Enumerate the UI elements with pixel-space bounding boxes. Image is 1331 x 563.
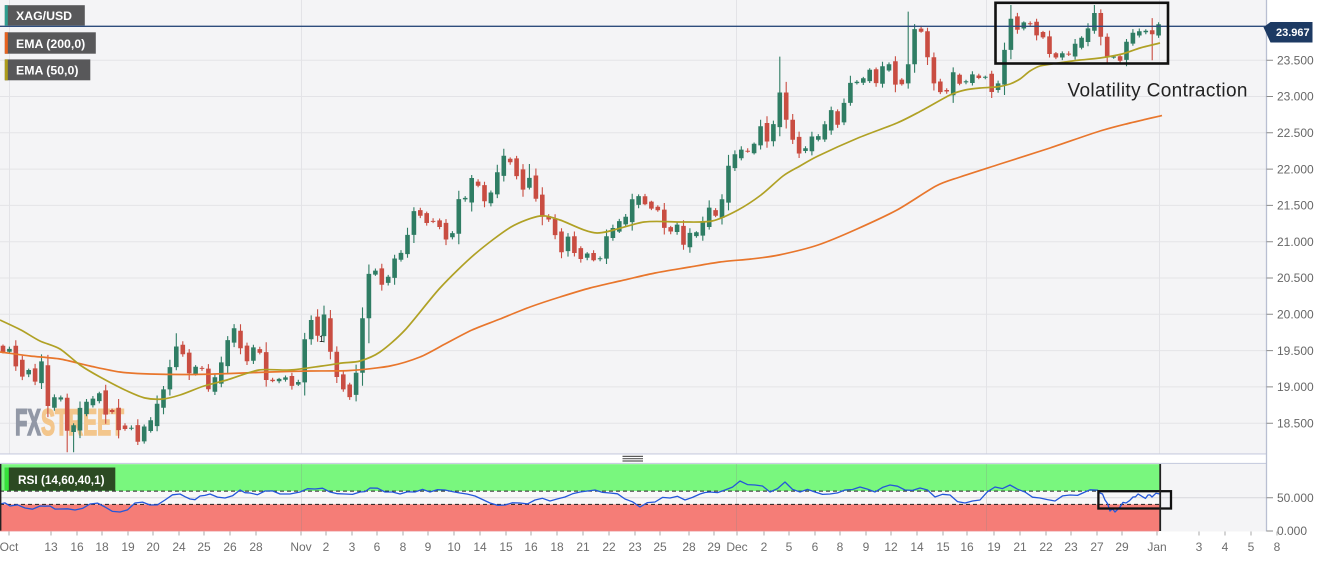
svg-text:23.967: 23.967 xyxy=(1276,27,1310,39)
svg-text:23: 23 xyxy=(628,540,642,554)
svg-text:26: 26 xyxy=(223,540,237,554)
svg-text:RSI (14,60,40,1): RSI (14,60,40,1) xyxy=(18,473,105,487)
svg-text:8: 8 xyxy=(400,540,407,554)
svg-text:Nov: Nov xyxy=(290,540,311,554)
svg-text:2: 2 xyxy=(761,540,768,554)
svg-text:0.000: 0.000 xyxy=(1277,524,1307,538)
svg-text:15: 15 xyxy=(936,540,950,554)
svg-text:4: 4 xyxy=(1222,540,1229,554)
svg-text:15: 15 xyxy=(499,540,513,554)
svg-text:22: 22 xyxy=(1039,540,1053,554)
svg-text:29: 29 xyxy=(1115,540,1129,554)
svg-text:8: 8 xyxy=(837,540,844,554)
svg-text:23: 23 xyxy=(1064,540,1078,554)
svg-text:EMA (50,0): EMA (50,0) xyxy=(16,64,78,78)
svg-text:16: 16 xyxy=(70,540,84,554)
svg-text:10: 10 xyxy=(447,540,461,554)
svg-text:19.500: 19.500 xyxy=(1277,344,1314,358)
svg-text:21: 21 xyxy=(1013,540,1027,554)
svg-text:9: 9 xyxy=(425,540,432,554)
svg-text:Jan: Jan xyxy=(1147,540,1166,554)
svg-text:18: 18 xyxy=(95,540,109,554)
svg-text:22.000: 22.000 xyxy=(1277,162,1314,176)
svg-text:3: 3 xyxy=(349,540,356,554)
svg-text:20.000: 20.000 xyxy=(1277,308,1314,322)
svg-text:21.000: 21.000 xyxy=(1277,235,1314,249)
svg-text:XAG/USD: XAG/USD xyxy=(16,9,72,23)
svg-text:3: 3 xyxy=(1196,540,1203,554)
svg-text:20.500: 20.500 xyxy=(1277,271,1314,285)
svg-text:8: 8 xyxy=(1274,540,1281,554)
svg-text:23.500: 23.500 xyxy=(1277,53,1314,67)
svg-text:STREET: STREET xyxy=(41,402,124,443)
svg-text:19: 19 xyxy=(987,540,1001,554)
svg-text:Volatility Contraction: Volatility Contraction xyxy=(1068,81,1248,102)
svg-text:18: 18 xyxy=(550,540,564,554)
svg-text:Dec: Dec xyxy=(726,540,747,554)
svg-text:5: 5 xyxy=(1248,540,1255,554)
svg-text:28: 28 xyxy=(682,540,696,554)
svg-text:50.000: 50.000 xyxy=(1277,491,1314,505)
svg-text:29: 29 xyxy=(707,540,721,554)
svg-text:6: 6 xyxy=(374,540,381,554)
svg-text:24: 24 xyxy=(172,540,186,554)
svg-text:28: 28 xyxy=(249,540,263,554)
svg-text:25: 25 xyxy=(197,540,211,554)
svg-text:FX: FX xyxy=(15,402,41,443)
svg-text:19.000: 19.000 xyxy=(1277,380,1314,394)
svg-text:21.500: 21.500 xyxy=(1277,199,1314,213)
svg-text:18.500: 18.500 xyxy=(1277,416,1314,430)
svg-text:16: 16 xyxy=(960,540,974,554)
svg-text:6: 6 xyxy=(812,540,819,554)
svg-text:22.500: 22.500 xyxy=(1277,126,1314,140)
svg-text:13: 13 xyxy=(44,540,58,554)
svg-text:5: 5 xyxy=(786,540,793,554)
svg-text:21: 21 xyxy=(576,540,590,554)
svg-text:Oct: Oct xyxy=(0,540,19,554)
svg-text:19: 19 xyxy=(121,540,135,554)
svg-text:25: 25 xyxy=(653,540,667,554)
svg-text:20: 20 xyxy=(146,540,160,554)
svg-text:23.000: 23.000 xyxy=(1277,90,1314,104)
svg-text:1: 1 xyxy=(319,334,324,344)
svg-text:27: 27 xyxy=(1090,540,1104,554)
svg-text:16: 16 xyxy=(524,540,538,554)
svg-text:22: 22 xyxy=(602,540,616,554)
svg-text:EMA (200,0): EMA (200,0) xyxy=(16,37,85,51)
svg-text:2: 2 xyxy=(323,540,330,554)
svg-text:12: 12 xyxy=(884,540,898,554)
svg-text:14: 14 xyxy=(473,540,487,554)
svg-text:14: 14 xyxy=(910,540,924,554)
svg-text:9: 9 xyxy=(863,540,870,554)
